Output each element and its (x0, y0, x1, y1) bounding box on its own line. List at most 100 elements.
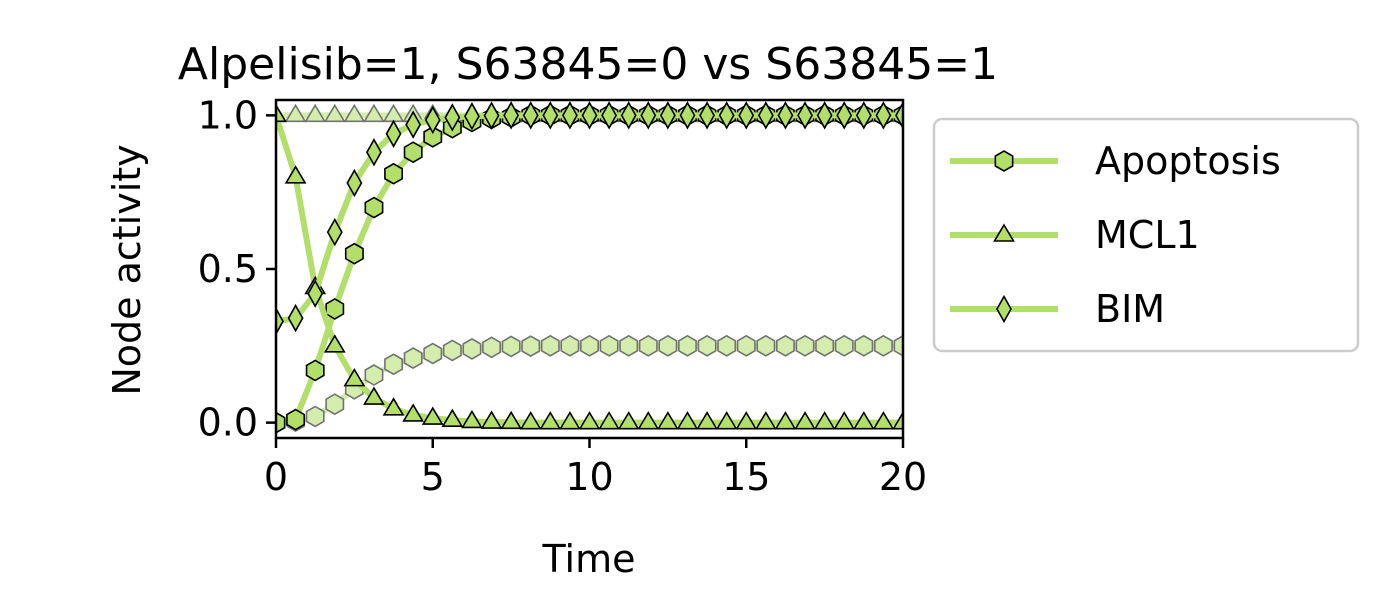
legend-item-mcl1: MCL1 (950, 213, 1200, 257)
data-point (343, 368, 366, 387)
data-point (424, 105, 441, 135)
data-point (617, 411, 640, 430)
data-point (774, 411, 797, 430)
data-point (656, 411, 679, 430)
data-point (560, 334, 580, 357)
series-bim-faded (276, 101, 903, 336)
data-point (659, 101, 676, 130)
data-point (873, 334, 893, 357)
data-point (754, 411, 777, 430)
data-point (483, 101, 500, 130)
data-point (599, 334, 619, 357)
data-point (797, 101, 813, 130)
legend-marker (994, 150, 1014, 172)
data-point (559, 411, 581, 430)
data-point (403, 141, 423, 164)
data-point (872, 411, 895, 430)
data-point (757, 101, 774, 130)
y-axis: 0.0 0.5 1.0 (198, 93, 276, 445)
data-point (816, 101, 833, 130)
data-point (441, 408, 464, 427)
data-point (815, 334, 835, 357)
data-point (384, 353, 404, 376)
x-tick-label: 0 (264, 455, 288, 499)
data-point (276, 411, 286, 434)
data-point (640, 101, 657, 130)
data-point (286, 408, 306, 431)
data-point (346, 168, 363, 198)
data-point (539, 411, 562, 430)
data-point (775, 334, 795, 357)
data-point (482, 336, 501, 359)
data-point (287, 304, 304, 333)
data-point (638, 334, 658, 357)
data-point (284, 165, 307, 184)
data-point (462, 337, 482, 360)
data-point (366, 138, 382, 167)
data-point (405, 110, 422, 139)
data-point (620, 101, 637, 130)
y-tick-label: 0.0 (198, 401, 258, 445)
data-point (735, 411, 758, 430)
data-point (679, 101, 696, 130)
data-point (676, 411, 699, 430)
legend-label: Apoptosis (1095, 139, 1281, 183)
data-point (323, 334, 346, 353)
data-point (323, 103, 346, 123)
data-point (519, 411, 542, 430)
data-point (580, 334, 599, 357)
data-point (756, 334, 776, 357)
data-point (736, 334, 756, 357)
data-point (542, 101, 559, 130)
data-point (325, 298, 345, 320)
data-point (834, 334, 854, 357)
data-point (423, 125, 443, 148)
data-point (480, 410, 503, 429)
data-point (461, 409, 483, 429)
data-point (833, 411, 856, 430)
data-point (421, 406, 444, 425)
data-point (855, 101, 872, 130)
data-point (540, 334, 560, 357)
data-point (276, 307, 284, 336)
data-point (561, 101, 578, 130)
x-axis-label: Time (542, 537, 636, 581)
data-point (444, 103, 461, 132)
data-point (895, 101, 903, 130)
data-point (718, 101, 735, 130)
data-point (598, 411, 620, 430)
data-point (875, 101, 892, 130)
data-point (325, 393, 345, 416)
data-point (777, 101, 794, 130)
data-point (503, 101, 520, 130)
data-point (501, 335, 521, 358)
x-tick-label: 5 (421, 455, 445, 499)
x-tick-label: 15 (722, 455, 770, 499)
data-point (715, 411, 738, 430)
data-point (305, 359, 325, 382)
data-point (794, 411, 816, 430)
data-point (344, 242, 364, 265)
data-point (403, 347, 423, 370)
legend-marker (993, 223, 1015, 242)
series-bim (276, 101, 903, 336)
data-point (637, 411, 660, 430)
data-point (442, 339, 462, 362)
data-point (464, 102, 480, 131)
y-axis-label: Node activity (105, 144, 149, 395)
data-point (364, 196, 384, 219)
data-point (738, 101, 755, 130)
data-point (678, 334, 697, 357)
data-point (384, 162, 404, 185)
data-point (892, 411, 903, 430)
legend-item-bim: BIM (950, 287, 1165, 331)
x-tick-label: 10 (565, 455, 613, 499)
data-point (893, 334, 903, 357)
data-point (717, 334, 737, 357)
data-point (385, 119, 402, 148)
chart-title: Alpelisib=1, S63845=0 vs S63845=1 (178, 39, 998, 90)
data-point (697, 334, 717, 357)
legend-item-apoptosis: Apoptosis (950, 139, 1281, 183)
plot-area (274, 98, 905, 440)
